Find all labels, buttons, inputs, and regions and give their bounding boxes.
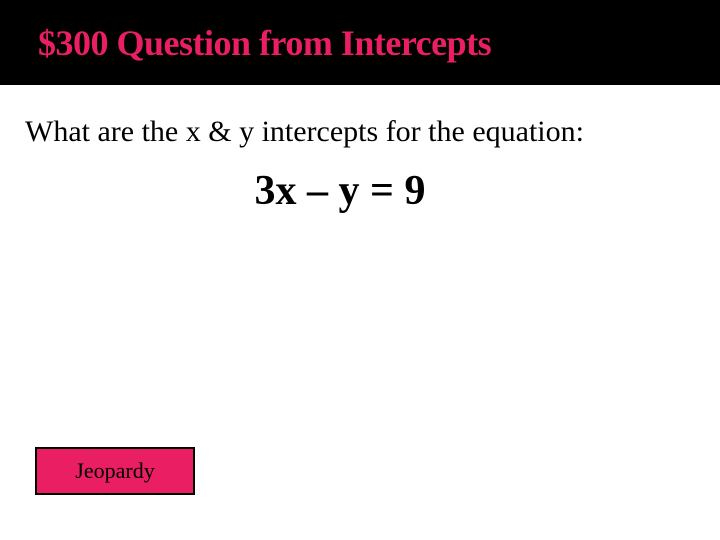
jeopardy-button[interactable]: Jeopardy <box>35 447 195 495</box>
question-area: What are the x & y intercepts for the eq… <box>0 85 720 215</box>
jeopardy-label: Jeopardy <box>75 458 154 484</box>
slide-title: $300 Question from Intercepts <box>38 22 491 64</box>
question-text: What are the x & y intercepts for the eq… <box>25 115 695 149</box>
title-bar: $300 Question from Intercepts <box>0 0 720 85</box>
equation-text: 3x – y = 9 <box>25 167 695 215</box>
